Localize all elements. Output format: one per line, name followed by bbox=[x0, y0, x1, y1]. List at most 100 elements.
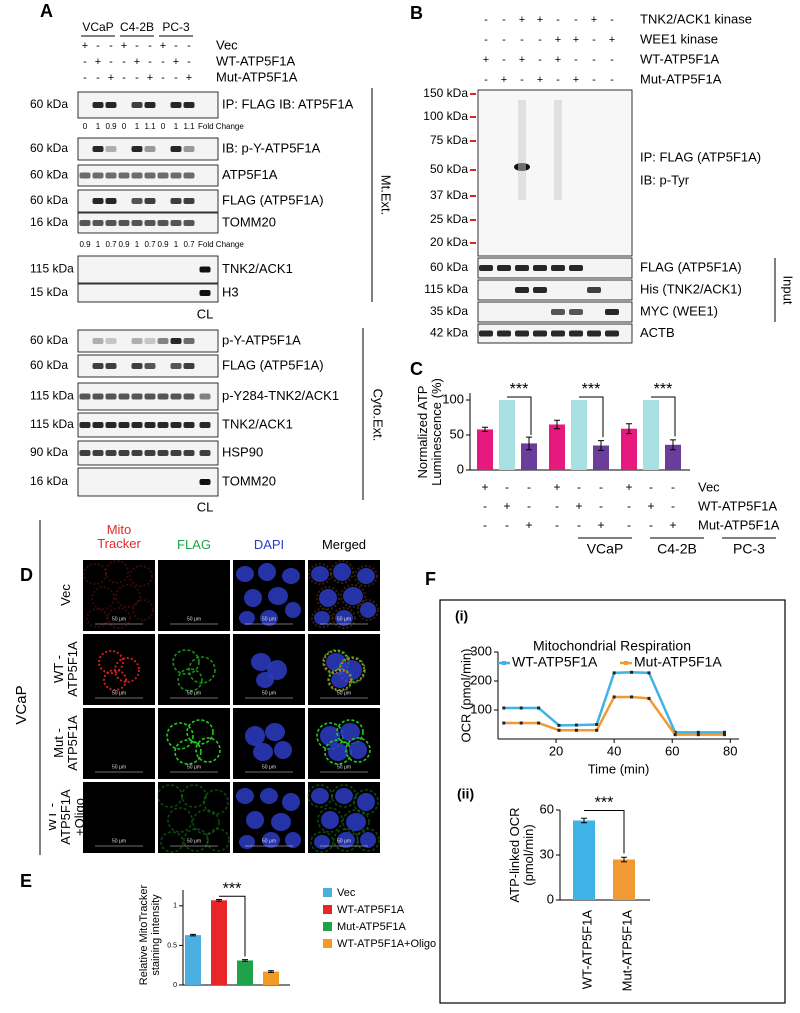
bar bbox=[613, 859, 635, 900]
band bbox=[157, 393, 169, 400]
sign: - bbox=[483, 518, 487, 532]
row-label: Vec bbox=[57, 584, 73, 606]
error-bar bbox=[526, 436, 532, 451]
fold-change: 0.9 bbox=[157, 240, 169, 249]
y-tick-label: 100 bbox=[470, 701, 492, 716]
band bbox=[131, 146, 143, 152]
y-tick-label: 0 bbox=[173, 982, 177, 989]
nucleus bbox=[360, 602, 376, 618]
nucleus bbox=[285, 832, 301, 848]
kda-label: 60 kDa bbox=[30, 168, 68, 182]
sign: - bbox=[174, 40, 178, 52]
band bbox=[118, 422, 130, 428]
column-header: DAPI bbox=[254, 537, 284, 551]
condition-label: Vec bbox=[216, 37, 238, 52]
nucleus bbox=[335, 610, 353, 626]
band bbox=[183, 146, 195, 152]
sign: - bbox=[502, 14, 506, 26]
significance: *** bbox=[582, 381, 601, 398]
nucleus bbox=[314, 611, 330, 625]
sign: - bbox=[161, 56, 165, 68]
sign: - bbox=[96, 40, 100, 52]
sign: + bbox=[134, 56, 140, 68]
nucleus bbox=[282, 568, 300, 584]
fraction-label: Input bbox=[781, 276, 796, 305]
error-bar bbox=[670, 439, 676, 451]
nucleus bbox=[258, 563, 276, 581]
flag-signal bbox=[203, 789, 229, 815]
bar bbox=[263, 971, 279, 985]
flag-signal bbox=[183, 828, 209, 852]
sign: - bbox=[83, 72, 87, 84]
band bbox=[497, 330, 511, 337]
mito-signal bbox=[103, 669, 127, 691]
mito-signal bbox=[330, 560, 354, 584]
band bbox=[157, 338, 169, 344]
sign: - bbox=[599, 499, 603, 513]
nucleus bbox=[236, 788, 254, 804]
band bbox=[105, 102, 117, 108]
band bbox=[105, 363, 117, 369]
line bbox=[503, 671, 725, 734]
kda-label: 60 kDa bbox=[30, 333, 68, 347]
nucleus bbox=[343, 587, 363, 605]
blot-label: TNK2/ACK1 bbox=[222, 416, 293, 431]
sign: + bbox=[575, 499, 582, 513]
significance: *** bbox=[510, 381, 529, 398]
column-header: Mito Tracker bbox=[97, 522, 141, 551]
mito-signal bbox=[98, 650, 124, 674]
sign: - bbox=[483, 499, 487, 513]
sign: + bbox=[108, 72, 114, 84]
bar bbox=[237, 960, 253, 985]
band bbox=[170, 422, 182, 428]
band bbox=[131, 102, 143, 108]
bar bbox=[571, 400, 587, 470]
band bbox=[131, 338, 143, 344]
band bbox=[92, 102, 104, 108]
column-header: FLAG bbox=[177, 537, 211, 552]
marker bbox=[595, 723, 599, 726]
kda-label: 115 kDa bbox=[30, 262, 74, 276]
mito-signal bbox=[132, 599, 154, 621]
sign: - bbox=[592, 34, 596, 46]
sign: + bbox=[537, 14, 543, 26]
legend-label: Vec bbox=[337, 887, 356, 899]
nucleus bbox=[311, 566, 329, 582]
mito-signal bbox=[91, 586, 115, 610]
flag-signal bbox=[345, 737, 371, 763]
band bbox=[131, 422, 143, 428]
band bbox=[170, 102, 182, 108]
panel-label: (i) bbox=[455, 608, 468, 624]
band bbox=[515, 287, 529, 293]
error-bar bbox=[482, 426, 488, 432]
marker bbox=[722, 733, 726, 737]
sign: - bbox=[161, 72, 165, 84]
band bbox=[118, 220, 130, 226]
band bbox=[144, 450, 156, 456]
kda-label: 90 kDa bbox=[30, 445, 68, 459]
scale-bar-label: 50 μm bbox=[112, 616, 126, 622]
y-tick-label: 100 bbox=[442, 391, 464, 406]
legend-label: Mut-ATP5F1A bbox=[634, 654, 722, 670]
sign: - bbox=[96, 72, 100, 84]
nucleus bbox=[239, 835, 255, 849]
sign: + bbox=[625, 480, 632, 494]
legend-swatch bbox=[323, 939, 332, 948]
marker bbox=[673, 733, 677, 737]
scale-bar-label: 50 μm bbox=[187, 838, 201, 844]
sign: - bbox=[484, 34, 488, 46]
band bbox=[144, 102, 156, 108]
band bbox=[118, 172, 130, 179]
sign: - bbox=[610, 54, 614, 66]
sign: + bbox=[501, 74, 507, 86]
flag-signal bbox=[353, 789, 379, 815]
sign: - bbox=[187, 56, 191, 68]
group-label: C4-2B bbox=[657, 541, 697, 557]
band bbox=[183, 102, 195, 108]
group-label: PC-3 bbox=[733, 541, 765, 557]
fold-change: 0 bbox=[122, 122, 127, 131]
sign: - bbox=[671, 480, 675, 494]
mito-signal bbox=[340, 584, 366, 608]
error-bar bbox=[626, 423, 632, 435]
nucleus bbox=[251, 653, 271, 671]
